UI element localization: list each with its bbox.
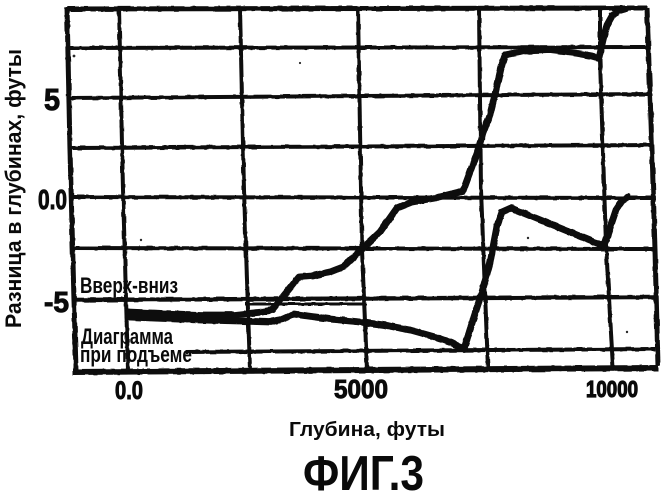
svg-text:Глубина, футы: Глубина, футы — [289, 419, 445, 441]
svg-text:0.0: 0.0 — [115, 377, 143, 405]
svg-text:5: 5 — [44, 82, 60, 117]
svg-text:-5: -5 — [44, 287, 69, 319]
svg-text:Разница в глубинах, футы: Разница в глубинах, футы — [1, 49, 26, 328]
svg-text:10000: 10000 — [586, 376, 638, 402]
svg-text:при подъеме: при подъеме — [80, 342, 192, 367]
svg-text:ФИГ.3: ФИГ.3 — [303, 447, 424, 500]
svg-text:Вверх-вниз: Вверх-вниз — [80, 273, 178, 298]
svg-text:Диаграмма: Диаграмма — [81, 324, 174, 349]
svg-text:5000: 5000 — [334, 374, 388, 404]
svg-text:0.0: 0.0 — [38, 184, 67, 215]
